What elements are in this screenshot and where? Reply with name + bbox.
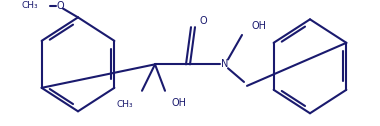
Text: CH₃: CH₃ [21,1,38,10]
Text: OH: OH [251,21,266,31]
Text: O: O [56,1,64,11]
Text: N: N [221,59,229,69]
Text: O: O [200,16,207,26]
Text: CH₃: CH₃ [116,100,133,109]
Text: OH: OH [172,98,187,108]
